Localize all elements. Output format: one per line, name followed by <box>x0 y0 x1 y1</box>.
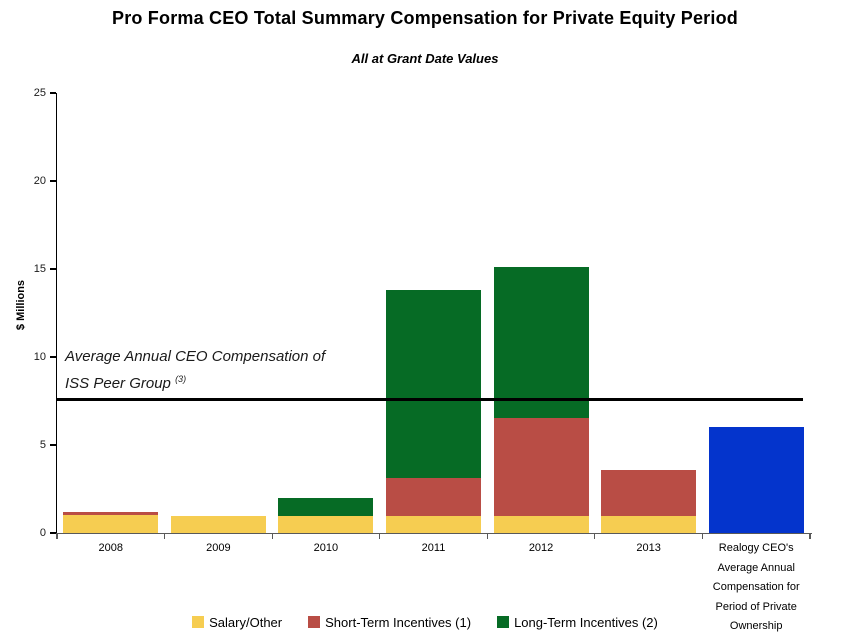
legend-item: Short-Term Incentives (1) <box>308 615 471 630</box>
bar-segment <box>63 511 159 515</box>
bar-segment <box>278 497 374 517</box>
x-axis-label: 2012 <box>528 542 554 554</box>
x-axis-line <box>55 532 812 535</box>
y-axis-tick-label: 10 <box>33 351 46 363</box>
x-axis-tick <box>56 534 58 539</box>
bar-segment <box>386 478 481 517</box>
x-axis-tick <box>271 534 273 539</box>
x-axis-label: 2013 <box>636 542 661 554</box>
x-axis-tick <box>486 534 488 539</box>
chart-subtitle: All at Grant Date Values <box>351 51 499 66</box>
reference-line-label-line1: Average Annual CEO Compensation of <box>65 348 326 365</box>
y-axis-tick <box>50 268 56 270</box>
legend-label: Short-Term Incentives (1) <box>325 614 472 630</box>
y-axis-line <box>55 93 58 534</box>
legend-swatch <box>308 616 321 628</box>
bar-segment <box>386 516 481 533</box>
legend-label: Salary/Other <box>209 614 283 630</box>
y-axis-tick <box>50 180 56 182</box>
reference-line-footnote-marker: (3) <box>175 374 187 384</box>
y-axis-tick-label: 0 <box>39 527 46 539</box>
legend-item: Long-Term Incentives (2) <box>497 615 658 630</box>
bar-segment <box>493 516 589 533</box>
y-axis-tick-label: 15 <box>33 263 46 275</box>
legend-swatch <box>497 616 510 628</box>
bar-segment <box>493 417 589 517</box>
bar-segment <box>601 516 697 533</box>
bar-segment <box>63 514 159 533</box>
y-axis-tick <box>50 444 56 446</box>
legend-label: Long-Term Incentives (2) <box>514 614 658 630</box>
y-axis-tick <box>50 532 56 534</box>
x-axis-label: 2011 <box>421 542 446 554</box>
y-axis-tick <box>50 356 56 358</box>
chart-title: Pro Forma CEO Total Summary Compensation… <box>112 8 738 28</box>
bar-segment <box>708 426 804 533</box>
y-axis-tick-label: 25 <box>33 87 46 99</box>
y-axis-tick-label: 5 <box>39 439 46 451</box>
legend: Salary/Other Short-Term Incentives (1) Lon… <box>0 611 850 633</box>
bar-segment <box>278 516 374 533</box>
bar-segment <box>493 267 589 418</box>
x-axis-tick <box>379 534 381 539</box>
reference-line-label-line2: ISS Peer Group <box>65 375 171 392</box>
reference-line-label: Average Annual CEO Compensation of ISS P… <box>65 345 405 395</box>
bar-segment <box>170 516 266 533</box>
x-axis-tick <box>809 534 811 539</box>
reference-line <box>57 397 803 402</box>
legend-item: Salary/Other <box>192 615 282 630</box>
x-axis-tick <box>701 534 704 539</box>
legend-swatch <box>192 616 205 628</box>
x-axis-label: 2008 <box>98 542 124 554</box>
x-axis-label: 2009 <box>206 542 231 554</box>
y-axis-tick <box>50 92 56 94</box>
x-axis-tick <box>163 534 166 539</box>
bar-segment <box>386 290 481 479</box>
x-axis-tick <box>594 534 596 539</box>
y-axis-tick-label: 20 <box>33 175 46 187</box>
bar-segment <box>601 469 697 517</box>
x-axis-label: Realogy CEO's Average Annual Compensatio… <box>712 542 800 632</box>
x-axis-label: 2010 <box>313 542 339 554</box>
